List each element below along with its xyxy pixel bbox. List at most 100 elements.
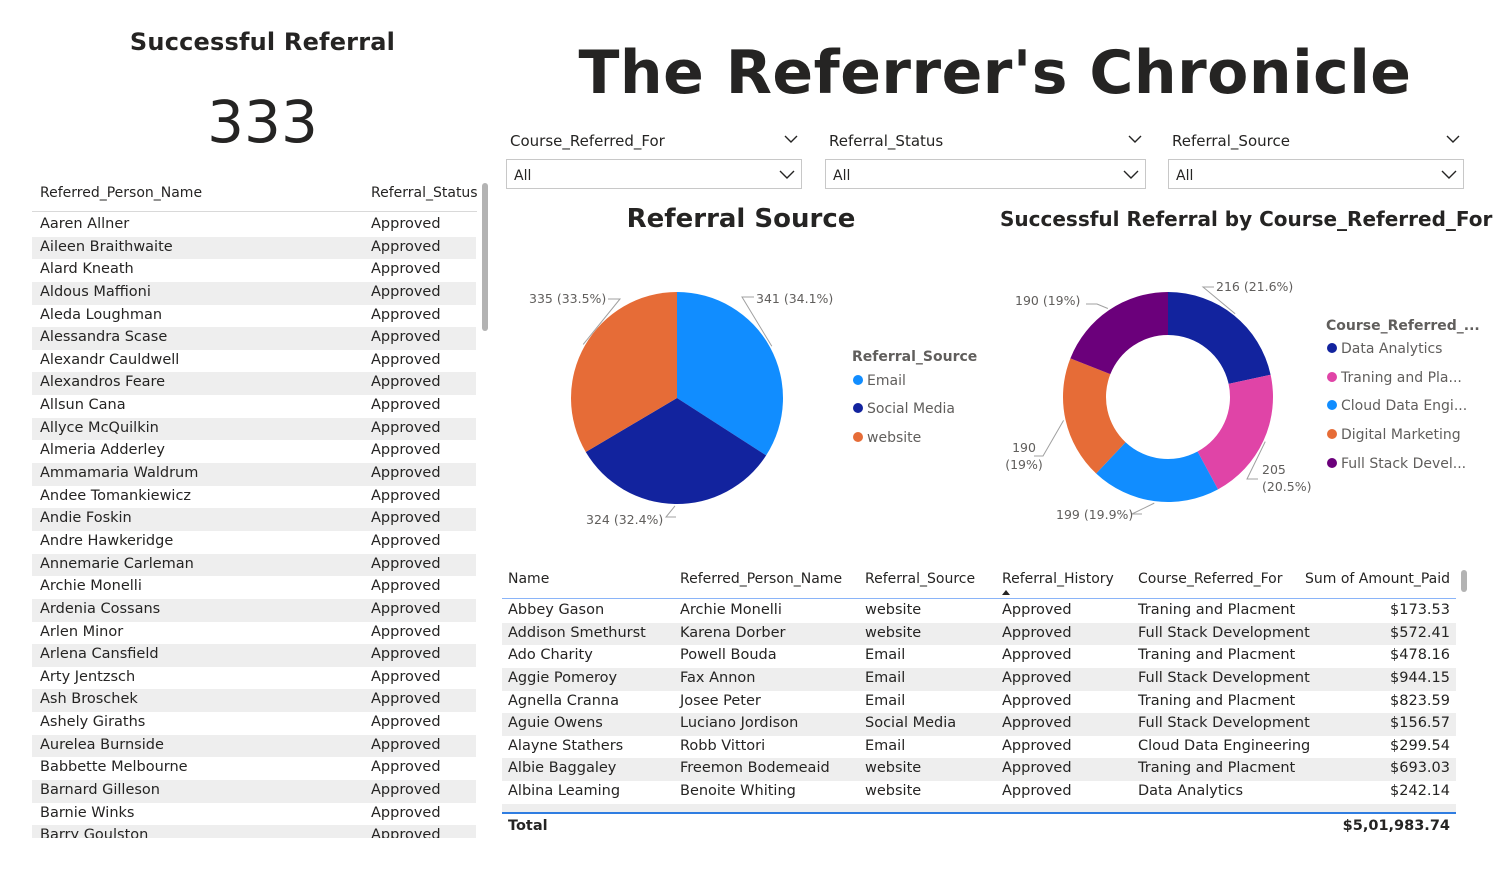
table-row[interactable]: Alexandros Feare Approved: [32, 372, 476, 396]
table-row[interactable]: Arlen Minor Approved: [32, 622, 476, 645]
chevron-down-icon[interactable]: [1446, 132, 1460, 146]
slice-digital-marketing[interactable]: [1063, 358, 1126, 474]
table-row[interactable]: Albie Baggaley Freemon Bodemeaid website Ap…: [502, 758, 1456, 782]
cell-referred-person-name: Barry Goulston: [40, 827, 149, 838]
column-header-name[interactable]: Name: [508, 571, 550, 587]
slice-email[interactable]: [677, 292, 783, 456]
table-row[interactable]: Allyce McQuilkin Approved: [32, 417, 476, 441]
table-row[interactable]: Addison Smethurst Karena Dorber website App…: [502, 622, 1456, 646]
sort-ascending-icon[interactable]: [1001, 589, 1011, 595]
slice-social-media[interactable]: [585, 398, 767, 504]
slice-data-analytics[interactable]: [1168, 292, 1271, 384]
legend-item-digital-marketing[interactable]: Digital Marketing: [1327, 427, 1461, 443]
table-row[interactable]: Alard Kneath Approved: [32, 259, 476, 282]
table-row[interactable]: Andre Hawkeridge Approved: [32, 531, 476, 554]
legend-item-data-analytics[interactable]: Data Analytics: [1327, 341, 1442, 357]
slice-traning-and-placment[interactable]: [1197, 374, 1273, 490]
column-header-referral-status[interactable]: Referral_Status: [371, 185, 477, 201]
table-row[interactable]: Aldous Maffioni Approved: [32, 281, 476, 305]
legend-item-email[interactable]: Email: [853, 373, 906, 389]
course-donut-chart[interactable]: [990, 260, 1320, 540]
cell-referral-status: Approved: [371, 351, 441, 368]
table-row[interactable]: Ammamaria Waldrum Approved: [32, 463, 476, 486]
column-header-referred-person-name[interactable]: Referred_Person_Name: [680, 571, 843, 587]
cell-referred-person-name: Annemarie Carleman: [40, 555, 194, 572]
table-row[interactable]: Aguie Owens Luciano Jordison Social Media A…: [502, 713, 1456, 736]
table-row[interactable]: Annemarie Carleman Approved: [32, 553, 476, 577]
column-header-sum-amount-paid[interactable]: Sum of Amount_Paid: [1305, 571, 1450, 587]
legend-item-traning[interactable]: Traning and Pla...: [1327, 370, 1462, 386]
table-scrollbar[interactable]: [482, 183, 488, 331]
table-row[interactable]: Arlena Cansfield Approved: [32, 644, 476, 667]
leader-line: [1086, 303, 1109, 309]
table-row[interactable]: Barnard Gilleson Approved: [32, 780, 476, 803]
cell-referral-source: website: [865, 783, 922, 800]
table-row[interactable]: Aleda Loughman Approved: [32, 305, 476, 328]
cell-referral-status: Approved: [371, 600, 441, 617]
table-row[interactable]: Archie Monelli Approved: [32, 576, 476, 599]
donut-data-label-cloud: 199 (19.9%): [1056, 507, 1134, 522]
table-row[interactable]: Abbey Gason Archie Monelli website Approved…: [502, 600, 1456, 623]
legend-item-website[interactable]: website: [853, 430, 921, 446]
cell-course-referred-for: Full Stack Development: [1138, 669, 1310, 686]
column-header-referral-source[interactable]: Referral_Source: [865, 571, 976, 587]
table-row[interactable]: Andee Tomankiewicz Approved: [32, 486, 476, 509]
table-row[interactable]: Andie Foskin Approved: [32, 508, 476, 531]
slice-website[interactable]: [571, 292, 677, 452]
table-row[interactable]: Ado Charity Powell Bouda Email Approved Tran…: [502, 645, 1456, 668]
slicer-dropdown[interactable]: All: [825, 159, 1146, 189]
table-row[interactable]: Arty Jentzsch Approved: [32, 667, 476, 690]
table-body: Aaren Allner Approved Aileen Braithwaite Ap…: [32, 214, 476, 838]
table-row[interactable]: Almeria Adderley Approved: [32, 440, 476, 463]
kpi-value: 333: [207, 88, 318, 156]
slice-full-stack-development[interactable]: [1070, 292, 1168, 375]
slicer-value: All: [514, 168, 532, 184]
cell-referred-person-name: Aaren Allner: [40, 216, 130, 232]
table-row[interactable]: Barry Goulston Approved: [32, 825, 476, 838]
column-header-referred-person-name[interactable]: Referred_Person_Name: [40, 185, 203, 201]
cell-referred-person-name: Almeria Adderley: [40, 442, 165, 459]
table-row[interactable]: Aurelea Burnside Approved: [32, 734, 476, 758]
table-row[interactable]: Agnella Cranna Josee Peter Email Approved Tr…: [502, 691, 1456, 714]
table-row[interactable]: Ardenia Cossans Approved: [32, 598, 476, 622]
slicer-referral-status[interactable]: Referral_Status All: [825, 128, 1146, 190]
column-header-referral-history[interactable]: Referral_History: [1002, 571, 1114, 587]
chevron-down-icon[interactable]: [1128, 132, 1142, 146]
chevron-down-icon[interactable]: [784, 132, 798, 146]
legend-item-cloud[interactable]: Cloud Data Engi...: [1327, 398, 1467, 414]
slicer-dropdown[interactable]: All: [1168, 159, 1464, 189]
table-row[interactable]: Barnie Winks Approved: [32, 803, 476, 826]
legend-label: Digital Marketing: [1341, 427, 1461, 443]
cell-referred-person-name: Robb Vittori: [680, 737, 766, 754]
table-row[interactable]: Aaren Allner Approved: [32, 214, 476, 237]
table-row[interactable]: Ash Broschek Approved: [32, 689, 476, 713]
table-row[interactable]: Allsun Cana Approved: [32, 395, 476, 418]
pie-legend-title: Referral_Source: [852, 349, 978, 365]
table-row[interactable]: Alexandr Cauldwell Approved: [32, 350, 476, 373]
referral-source-pie-chart[interactable]: [510, 240, 850, 540]
table-row[interactable]: Alayne Stathers Robb Vittori Email Approved…: [502, 736, 1456, 759]
table-row[interactable]: Babbette Melbourne Approved: [32, 757, 476, 780]
table-row[interactable]: Aileen Braithwaite Approved: [32, 236, 476, 260]
slice-cloud-data-engineering[interactable]: [1096, 442, 1219, 502]
slicer-dropdown[interactable]: All: [506, 159, 802, 189]
table-scrollbar[interactable]: [1461, 570, 1467, 592]
slicer-label: Referral_Source: [1172, 132, 1290, 150]
legend-item-full-stack[interactable]: Full Stack Devel...: [1327, 456, 1466, 472]
referral-details-table[interactable]: Name Referred_Person_Name Referral_Sourc…: [502, 566, 1456, 841]
slicer-referral-source[interactable]: Referral_Source All: [1168, 128, 1464, 190]
donut-data-label-percent: (19%): [1005, 457, 1043, 472]
cell-referral-history: Approved: [1002, 760, 1072, 777]
slicer-course-referred-for[interactable]: Course_Referred_For All: [506, 128, 802, 190]
legend-label: Data Analytics: [1341, 341, 1443, 357]
table-row[interactable]: Alessandra Scase Approved: [32, 327, 476, 350]
cell-referral-status: Approved: [371, 238, 441, 255]
table-row[interactable]: Albina Leaming Benoite Whiting website Appr…: [502, 781, 1456, 804]
legend-item-social-media[interactable]: Social Media: [853, 401, 955, 417]
cell-referred-person-name: Luciano Jordison: [680, 715, 799, 732]
table-row[interactable]: Ashely Giraths Approved: [32, 712, 476, 735]
column-header-course-referred-for[interactable]: Course_Referred_For: [1138, 571, 1283, 587]
cell-name: Agnella Cranna: [508, 692, 620, 709]
referred-person-table[interactable]: Referred_Person_Name Referral_Status Aar…: [32, 180, 477, 838]
table-row[interactable]: Aggie Pomeroy Fax Annon Email Approved Full …: [502, 667, 1456, 691]
